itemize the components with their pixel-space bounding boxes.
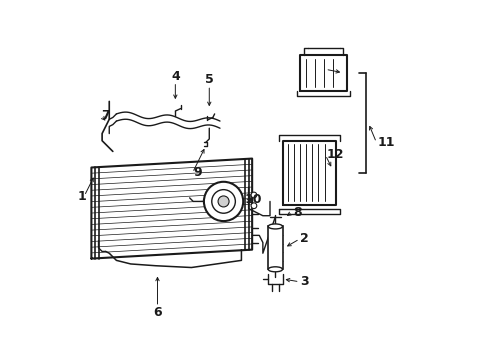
Circle shape xyxy=(218,196,229,207)
Text: 6: 6 xyxy=(153,306,162,319)
Text: 5: 5 xyxy=(205,73,214,86)
Text: 4: 4 xyxy=(171,70,180,83)
Text: 10: 10 xyxy=(245,193,263,206)
Text: 2: 2 xyxy=(300,233,309,246)
Text: 9: 9 xyxy=(193,166,202,179)
Text: 12: 12 xyxy=(326,148,343,161)
Text: 3: 3 xyxy=(300,275,309,288)
Circle shape xyxy=(251,192,257,198)
Text: 1: 1 xyxy=(77,190,86,203)
Circle shape xyxy=(204,182,243,221)
Text: 8: 8 xyxy=(293,206,302,219)
Bar xyxy=(268,226,283,269)
Circle shape xyxy=(212,190,235,213)
Text: 11: 11 xyxy=(377,136,394,149)
Circle shape xyxy=(251,203,257,208)
Text: 7: 7 xyxy=(101,109,110,122)
Ellipse shape xyxy=(268,267,283,272)
Ellipse shape xyxy=(268,224,283,229)
